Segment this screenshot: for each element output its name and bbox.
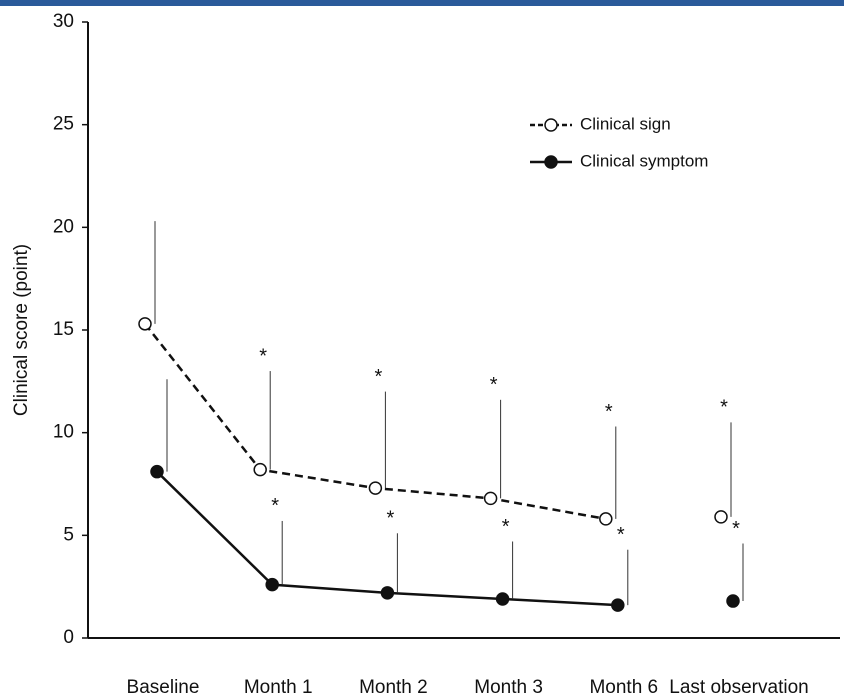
y-tick-label: 15 <box>53 319 74 340</box>
significance: * <box>387 508 395 530</box>
legend-label: Clinical symptom <box>580 151 708 170</box>
point <box>727 595 739 607</box>
point <box>369 482 381 494</box>
point <box>600 513 612 525</box>
point <box>497 593 509 605</box>
series-line <box>157 472 618 605</box>
y-tick-label: 10 <box>53 422 74 443</box>
point <box>485 492 497 504</box>
x-tick-label: Baseline <box>127 677 200 698</box>
significance: * <box>617 524 625 546</box>
x-tick-label: Month 2 <box>359 677 428 698</box>
x-tick-label: Month 1 <box>244 677 313 698</box>
top-bar <box>0 0 844 6</box>
significance: * <box>605 401 613 423</box>
point <box>612 599 624 611</box>
significance: * <box>259 345 267 367</box>
y-tick-label: 25 <box>53 114 74 135</box>
x-tick-label: Last observation <box>669 677 808 698</box>
y-tick-label: 20 <box>53 216 74 237</box>
point <box>266 579 278 591</box>
point <box>139 318 151 330</box>
y-axis-label: Clinical score (point) <box>11 244 32 416</box>
significance: * <box>502 516 510 538</box>
point <box>381 587 393 599</box>
chart: Clinical score (point) 0 5 10 15 20 25 30 Basel… <box>0 0 844 700</box>
legend-marker <box>545 119 557 131</box>
legend-label: Clinical sign <box>580 114 671 133</box>
significance: * <box>720 397 728 419</box>
point <box>715 511 727 523</box>
significance: * <box>375 366 383 388</box>
significance: * <box>490 374 498 396</box>
x-tick-label: Month 3 <box>474 677 543 698</box>
legend-marker <box>545 156 557 168</box>
significance: * <box>732 518 740 540</box>
point <box>254 464 266 476</box>
point <box>151 466 163 478</box>
y-tick-label: 5 <box>63 524 74 545</box>
y-tick-label: 0 <box>63 627 74 648</box>
y-tick-label: 30 <box>53 11 74 32</box>
significance: * <box>271 495 279 517</box>
x-tick-label: Month 6 <box>589 677 658 698</box>
